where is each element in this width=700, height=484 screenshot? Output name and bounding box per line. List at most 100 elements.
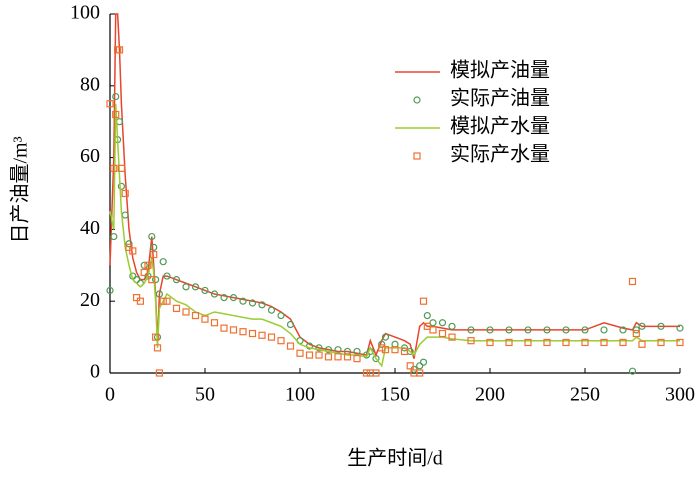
point <box>353 355 361 363</box>
point <box>416 362 424 370</box>
point <box>239 297 247 305</box>
point <box>115 46 124 54</box>
point <box>106 100 114 108</box>
legend-label: 模拟产油量 <box>450 59 550 82</box>
point <box>543 326 551 334</box>
point <box>628 277 637 286</box>
point <box>638 322 646 330</box>
point <box>362 351 371 359</box>
point <box>600 326 608 334</box>
x-tick-label: 50 <box>195 384 215 406</box>
x-tick-label: 100 <box>285 384 315 406</box>
point <box>239 328 247 336</box>
point <box>258 331 266 339</box>
point <box>148 232 156 241</box>
point <box>155 369 163 377</box>
point <box>362 369 371 377</box>
point <box>628 367 637 375</box>
point <box>400 347 409 356</box>
series-line <box>109 103 680 368</box>
point <box>305 351 314 359</box>
point <box>315 344 323 352</box>
point <box>150 243 158 251</box>
legend-swatch <box>413 152 421 160</box>
point <box>136 297 144 305</box>
point <box>248 329 257 338</box>
point <box>524 326 532 334</box>
legend-label: 实际产油量 <box>450 87 550 110</box>
point <box>277 337 285 345</box>
point <box>191 311 200 320</box>
point <box>286 342 295 350</box>
point <box>172 276 181 284</box>
point <box>286 320 295 329</box>
point <box>419 297 428 305</box>
point <box>381 333 390 341</box>
point <box>562 326 570 334</box>
point <box>391 346 399 354</box>
point <box>267 306 276 314</box>
point <box>381 346 390 354</box>
point <box>106 286 114 295</box>
point <box>155 290 163 298</box>
point <box>438 329 447 338</box>
point <box>448 322 456 330</box>
x-tick-label: 200 <box>475 384 505 406</box>
x-tick-label: 250 <box>570 384 600 406</box>
point <box>258 301 266 309</box>
legend-swatch <box>413 96 421 104</box>
point <box>191 283 200 291</box>
point <box>140 261 148 269</box>
point <box>619 326 627 334</box>
y-tick-label: 20 <box>80 289 100 311</box>
point <box>201 286 209 295</box>
point <box>324 346 333 354</box>
point <box>619 338 627 347</box>
point <box>562 338 570 347</box>
point <box>315 351 323 359</box>
point <box>676 338 684 347</box>
y-tick-label: 40 <box>80 217 100 239</box>
point <box>419 358 428 366</box>
point <box>152 276 160 284</box>
point <box>121 189 129 198</box>
point <box>676 324 684 332</box>
x-tick-label: 0 <box>105 384 115 406</box>
y-tick-label: 0 <box>90 361 100 383</box>
point <box>182 308 190 316</box>
point <box>505 338 513 347</box>
point <box>159 258 167 266</box>
legend-label: 模拟产水量 <box>450 115 550 138</box>
y-tick-label: 80 <box>80 73 100 95</box>
point <box>638 340 646 348</box>
point <box>429 326 437 334</box>
point <box>657 322 665 330</box>
y-axis-label: 日产油量/m³ <box>9 136 32 243</box>
point <box>210 290 219 298</box>
point <box>324 353 333 361</box>
point <box>378 344 386 352</box>
point <box>144 261 152 269</box>
point <box>600 338 608 347</box>
point <box>467 326 475 334</box>
point <box>632 329 640 338</box>
point <box>163 297 171 305</box>
point <box>505 326 513 334</box>
point <box>543 338 551 347</box>
point <box>267 333 276 341</box>
x-tick-label: 150 <box>380 384 410 406</box>
point <box>182 283 190 291</box>
point <box>423 311 431 320</box>
point <box>112 92 120 101</box>
point <box>110 232 118 241</box>
point <box>117 164 126 172</box>
point <box>486 326 494 334</box>
point <box>148 276 156 284</box>
point <box>486 338 494 347</box>
point <box>153 344 162 352</box>
point <box>438 319 447 327</box>
point <box>416 369 424 377</box>
point <box>110 164 118 172</box>
y-tick-label: 100 <box>70 2 100 24</box>
